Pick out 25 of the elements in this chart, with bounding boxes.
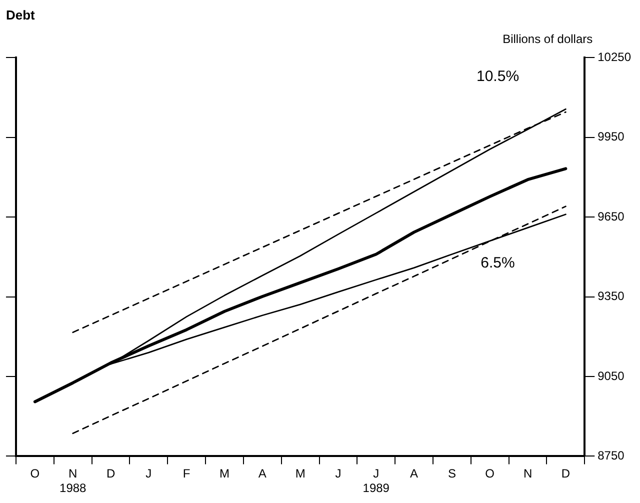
x-tick-label: J 1989	[362, 466, 390, 496]
x-tick-label: F	[182, 466, 190, 481]
chart-title: Debt	[6, 7, 36, 22]
y-tick-label: 9050	[598, 368, 625, 383]
x-tick-label: M	[220, 466, 230, 481]
x-tick-label: N 1988	[60, 466, 87, 496]
y-tick-label: 9650	[598, 209, 625, 224]
x-tick-label: J	[335, 466, 342, 481]
y-tick-label: 9350	[598, 289, 625, 304]
y-axis-title: Billions of dollars	[502, 32, 593, 46]
x-tick-label: D	[561, 466, 570, 481]
x-tick-label: A	[410, 466, 418, 481]
x-tick-label: A	[258, 466, 266, 481]
y-tick-label: 10250	[598, 50, 632, 64]
y-tick-label: 8750	[598, 448, 625, 463]
text: 10.5%	[476, 68, 520, 85]
x-tick-label: O	[30, 466, 40, 481]
y-tick-label: 9950	[598, 130, 625, 144]
x-tick-label: N	[523, 466, 532, 481]
x-tick-label: J	[146, 466, 152, 481]
x-tick-label: O	[485, 466, 495, 481]
x-tick-label: M	[295, 466, 306, 481]
x-tick-label: S	[448, 466, 456, 481]
x-tick-label: D	[106, 466, 116, 481]
series-label: 6.5%	[480, 254, 515, 272]
